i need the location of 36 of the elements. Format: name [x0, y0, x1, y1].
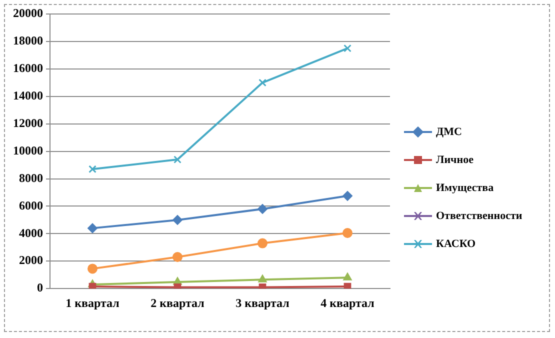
legend-label: Ответственности — [436, 209, 524, 224]
x-tick-label: 3 квартал — [236, 296, 290, 310]
point — [258, 204, 268, 214]
x-tick-label: 4 квартал — [320, 296, 375, 310]
y-tick-label: 16000 — [13, 61, 43, 76]
y-tick-label: 14000 — [13, 88, 43, 102]
point — [88, 165, 96, 174]
point — [258, 274, 267, 282]
point — [172, 214, 182, 225]
point — [344, 44, 352, 52]
y-tick-label: 8000 — [19, 170, 43, 185]
y-tick-label: 10000 — [13, 143, 43, 158]
y-tick-label: 12000 — [13, 116, 43, 130]
point — [342, 228, 352, 238]
point — [258, 78, 266, 87]
point — [88, 282, 96, 289]
point — [174, 156, 182, 164]
point — [342, 190, 352, 201]
point — [172, 252, 182, 262]
point — [258, 238, 268, 248]
y-tick-label: 2000 — [19, 253, 43, 268]
point — [88, 223, 98, 234]
point — [344, 282, 352, 289]
legend-label: КАСКО — [436, 237, 477, 252]
x-tick-label: 2 квартал — [150, 296, 205, 310]
y-tick-label: 0 — [37, 280, 43, 295]
y-tick-label: 20000 — [13, 6, 43, 20]
y-tick-label: 4000 — [19, 226, 43, 240]
point — [88, 264, 98, 274]
y-tick-label: 18000 — [13, 34, 43, 48]
legend-label: Личное — [436, 153, 474, 168]
legend-label: Имущества — [436, 181, 495, 196]
point — [343, 272, 352, 280]
x-tick-label: 1 квартал — [66, 296, 120, 310]
y-tick-label: 6000 — [19, 198, 43, 212]
legend-label: ДМС — [436, 125, 463, 140]
